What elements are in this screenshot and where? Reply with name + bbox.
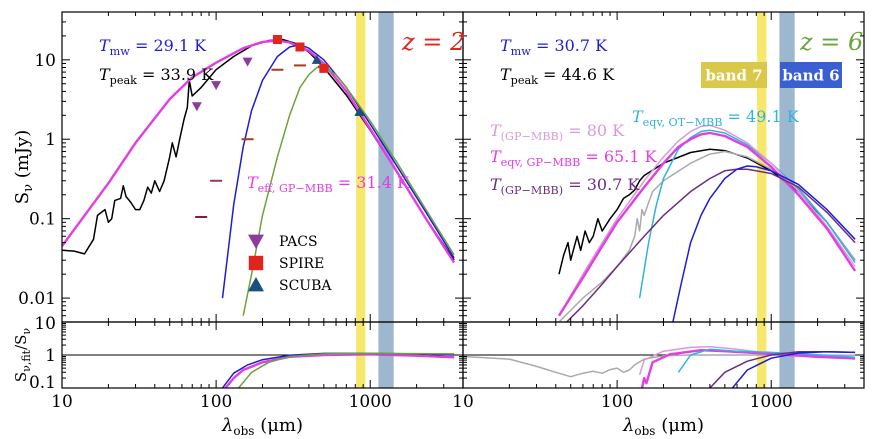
photometry-point-pacs-1 <box>211 81 222 91</box>
photometry-point-spire-0 <box>272 35 282 45</box>
annotation-tgp-80: T(GP−MBB) = 80 K <box>490 121 625 143</box>
band-band-6-right-top <box>779 12 795 322</box>
y-tick-label: 1 <box>45 346 56 366</box>
photometry-point-scuba-0 <box>311 54 322 64</box>
text-layer: 0.01 0.1 1 10 10 100 1000 0.1 1 10 10 100 1000 Sν (mJ… <box>12 28 863 438</box>
series-line-right-bottom-3 <box>677 348 856 373</box>
series-line-left-bottom-1 <box>221 352 455 388</box>
annotation-tpeak-right: Tpeak = 44.6 K <box>500 65 615 87</box>
band-band-6-left-top <box>378 12 394 322</box>
band-band-7-left-top <box>356 12 366 322</box>
series-line-right-top-6 <box>672 165 856 322</box>
annotation-teqv-gp: Teqv, GP−MBB = 65.1 K <box>490 147 658 169</box>
band-label-box-1 <box>780 62 842 88</box>
series-group-right-bottom <box>463 345 856 388</box>
photometry-point-pacs-0 <box>191 102 202 112</box>
series-line-right-bottom-5 <box>731 351 856 388</box>
series-line-right-top-0 <box>558 148 856 275</box>
legend-marker-scuba <box>248 277 264 292</box>
band-label-1: band 6 <box>782 67 839 85</box>
x-axis-label-right-bottom: λobs (μm) <box>622 415 704 438</box>
series-line-right-bottom-2 <box>640 349 856 388</box>
annotation-tgp-307: T(GP−MBB) = 30.7 K <box>490 175 640 197</box>
series-line-left-bottom-2 <box>238 352 455 388</box>
band-label-box-0 <box>701 62 767 88</box>
panel-left-top-frame <box>61 11 464 323</box>
photometry-point-spire-2 <box>319 63 329 73</box>
legend-label-pacs: PACS <box>279 234 318 250</box>
y-tick-label: 1 <box>45 130 56 150</box>
legend-label-spire: SPIRE <box>279 256 324 272</box>
redshift-label-right: z = 6 <box>799 28 863 56</box>
series-group-right-top <box>557 124 857 322</box>
y-tick-label: 10 <box>34 51 56 71</box>
x-tick-label: 10 <box>452 392 474 412</box>
band-label-0: band 7 <box>705 67 762 85</box>
y-tick-label: 0.01 <box>18 289 56 309</box>
annotation-teff-left: Teff, GP−MBB = 31.4 K <box>247 173 410 195</box>
y-tick-label: 0.1 <box>29 373 56 393</box>
x-tick-label: 1000 <box>750 392 793 412</box>
series-line-left-bottom-0 <box>224 353 455 388</box>
marker-layer <box>191 35 365 218</box>
x-tick-label: 1000 <box>349 392 392 412</box>
band-band-7-right-top <box>757 12 767 322</box>
series-line-right-top-5 <box>565 168 856 322</box>
series-line-left-top-0 <box>62 38 455 261</box>
x-tick-label: 10 <box>51 392 73 412</box>
x-tick-label: 100 <box>200 392 232 412</box>
redshift-label-left: z = 2 <box>401 28 465 56</box>
legend-marker-pacs <box>248 234 264 249</box>
annotation-tmw-right: Tmw = 30.7 K <box>500 36 608 58</box>
y-axis-label-top: Sν (mJy) <box>12 130 36 204</box>
series-line-left-top-3 <box>242 66 455 316</box>
annotation-tmw-left: Tmw = 29.1 K <box>99 36 207 58</box>
legend-marker-spire <box>248 255 264 271</box>
y-tick-label: 10 <box>34 314 56 334</box>
annotation-teqv-ot: Teqv, OT−MBB = 49.1 K <box>632 107 800 129</box>
x-axis-label-left-bottom: λobs (μm) <box>221 415 303 438</box>
y-axis-label-bottom: Sν,fit/Sν <box>12 328 33 383</box>
tick-layer <box>61 11 865 389</box>
photometry-point-spire-1 <box>295 42 305 52</box>
series-group-left-bottom <box>221 352 455 388</box>
annotation-tpeak-left: Tpeak = 33.9 K <box>99 65 214 87</box>
x-tick-label: 100 <box>601 392 633 412</box>
photometry-point-pacs-2 <box>242 57 253 67</box>
y-tick-label: 0.1 <box>29 210 56 230</box>
photometry-point-scuba-1 <box>354 107 365 117</box>
legend-label-scuba: SCUBA <box>279 278 332 294</box>
